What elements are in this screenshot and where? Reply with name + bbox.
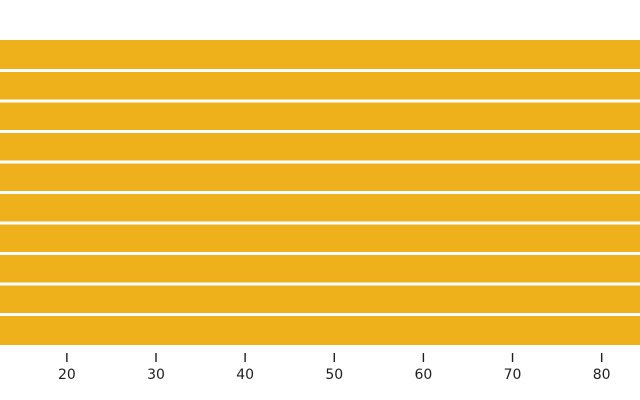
x-tick-label-40: 40: [236, 367, 254, 383]
bar-4: [0, 133, 640, 161]
bar-10: [0, 316, 640, 345]
x-tick-label-30: 30: [147, 367, 165, 383]
bar-5: [0, 163, 640, 191]
bar-3: [0, 102, 640, 130]
x-tick-label-60: 60: [414, 367, 432, 383]
x-tick-label-20: 20: [58, 367, 76, 383]
x-tick-label-50: 50: [325, 367, 343, 383]
bar-1: [0, 40, 640, 69]
bar-2: [0, 72, 640, 100]
bar-7: [0, 224, 640, 252]
bar-6: [0, 194, 640, 222]
x-tick-label-80: 80: [593, 367, 611, 383]
bar-8: [0, 255, 640, 283]
x-tick-label-70: 70: [504, 367, 522, 383]
x-axis: 20 30 40 50 60 70 80: [58, 353, 611, 383]
bar-9: [0, 285, 640, 313]
bars-layer: [0, 40, 640, 345]
